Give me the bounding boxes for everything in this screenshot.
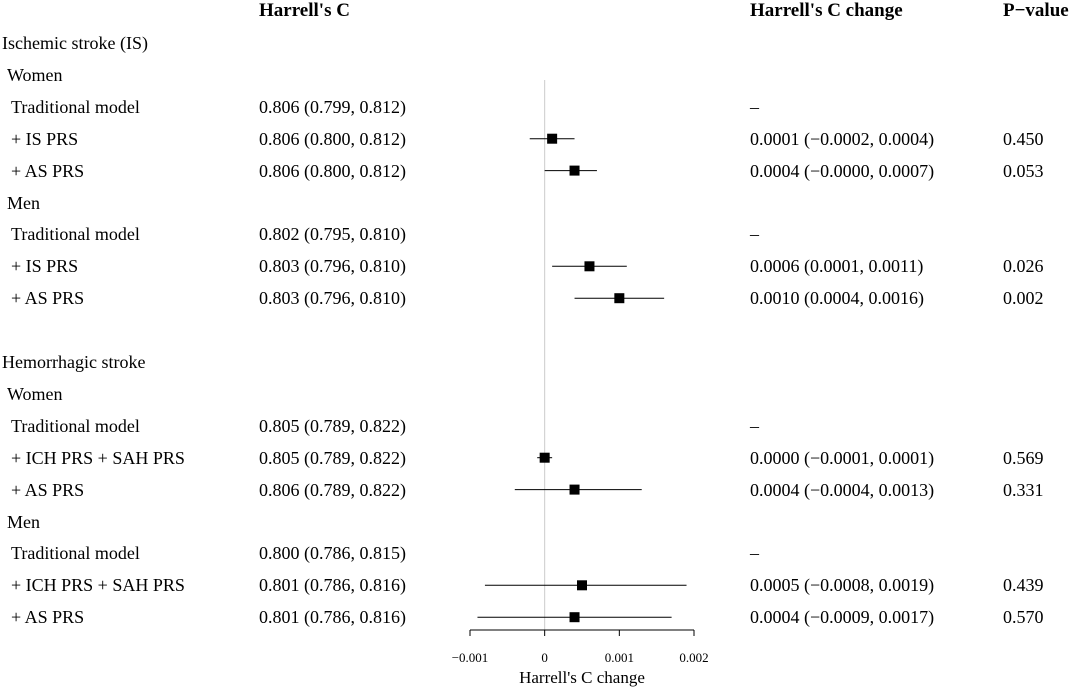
harrells-c-change-value: 0.0000 (−0.0001, 0.0001) <box>750 447 935 468</box>
harrells-c-change-value: – <box>750 96 759 117</box>
p-value: 0.026 <box>1003 256 1044 277</box>
row-label: Traditional model <box>11 543 140 564</box>
harrells-c-change-value: 0.0006 (0.0001, 0.0011) <box>750 256 924 277</box>
header-p-value: P−value <box>1003 0 1069 21</box>
row-label: + AS PRS <box>11 479 85 500</box>
p-value: 0.569 <box>1003 447 1044 468</box>
point-estimate <box>577 580 587 591</box>
row-label: Men <box>7 511 40 532</box>
point-estimate <box>614 293 625 304</box>
x-tick-label: 0.001 <box>605 650 634 665</box>
point-estimate <box>569 484 580 495</box>
harrells-c-value: 0.806 (0.799, 0.812) <box>259 96 406 117</box>
x-tick-label: −0.001 <box>452 650 489 665</box>
point-estimate <box>539 452 550 463</box>
row-label: + AS PRS <box>11 607 85 628</box>
harrells-c-value: 0.801 (0.786, 0.816) <box>259 607 406 628</box>
row-label: + ICH PRS + SAH PRS <box>11 447 185 468</box>
point-estimate <box>569 165 580 176</box>
row-label: + IS PRS <box>11 128 79 149</box>
p-value: 0.439 <box>1003 575 1044 596</box>
p-value: 0.053 <box>1003 160 1044 181</box>
x-tick-label: 0 <box>541 650 548 665</box>
row-label: + AS PRS <box>11 160 85 181</box>
harrells-c-change-value: 0.0004 (−0.0009, 0.0017) <box>750 607 935 628</box>
harrells-c-change-value: – <box>750 224 759 245</box>
row-label: Hemorrhagic stroke <box>2 352 146 372</box>
harrells-c-change-value: – <box>750 543 759 564</box>
row-label: Traditional model <box>11 415 140 436</box>
row-label: Traditional model <box>11 96 140 117</box>
harrells-c-change-value: 0.0004 (−0.0004, 0.0013) <box>750 479 935 500</box>
row-label: Women <box>7 383 63 404</box>
header-harrells-c: Harrell's C <box>259 0 350 21</box>
harrells-c-change-value: 0.0001 (−0.0002, 0.0004) <box>750 128 935 149</box>
harrells-c-value: 0.803 (0.796, 0.810) <box>259 256 406 277</box>
p-value: 0.331 <box>1003 479 1044 500</box>
harrells-c-value: 0.806 (0.800, 0.812) <box>259 160 406 181</box>
header-harrells-c-change: Harrell's C change <box>750 0 903 21</box>
row-label: + ICH PRS + SAH PRS <box>11 575 185 596</box>
row-label: + IS PRS <box>11 256 79 277</box>
row-label: Men <box>7 192 40 213</box>
point-estimate <box>547 133 558 144</box>
harrells-c-change-value: 0.0005 (−0.0008, 0.0019) <box>750 575 935 596</box>
row-label: Traditional model <box>11 224 140 245</box>
p-value: 0.570 <box>1003 607 1044 628</box>
x-axis-label: Harrell's C change <box>519 668 645 687</box>
harrells-c-value: 0.800 (0.786, 0.815) <box>259 543 406 564</box>
harrells-c-value: 0.806 (0.789, 0.822) <box>259 479 406 500</box>
row-label: + AS PRS <box>11 288 85 309</box>
harrells-c-change-value: – <box>750 415 759 436</box>
harrells-c-value: 0.805 (0.789, 0.822) <box>259 415 406 436</box>
harrells-c-value: 0.802 (0.795, 0.810) <box>259 224 406 245</box>
harrells-c-change-value: 0.0004 (−0.0000, 0.0007) <box>750 160 935 181</box>
x-tick-label: 0.002 <box>679 650 708 665</box>
harrells-c-value: 0.803 (0.796, 0.810) <box>259 288 406 309</box>
harrells-c-change-value: 0.0010 (0.0004, 0.0016) <box>750 288 924 309</box>
point-estimate <box>569 612 580 623</box>
harrells-c-value: 0.806 (0.800, 0.812) <box>259 128 406 149</box>
p-value: 0.450 <box>1003 128 1044 149</box>
row-label: Ischemic stroke (IS) <box>2 33 148 53</box>
row-label: Women <box>7 64 63 85</box>
p-value: 0.002 <box>1003 288 1044 309</box>
harrells-c-value: 0.801 (0.786, 0.816) <box>259 575 406 596</box>
point-estimate <box>584 261 595 272</box>
harrells-c-value: 0.805 (0.789, 0.822) <box>259 447 406 468</box>
